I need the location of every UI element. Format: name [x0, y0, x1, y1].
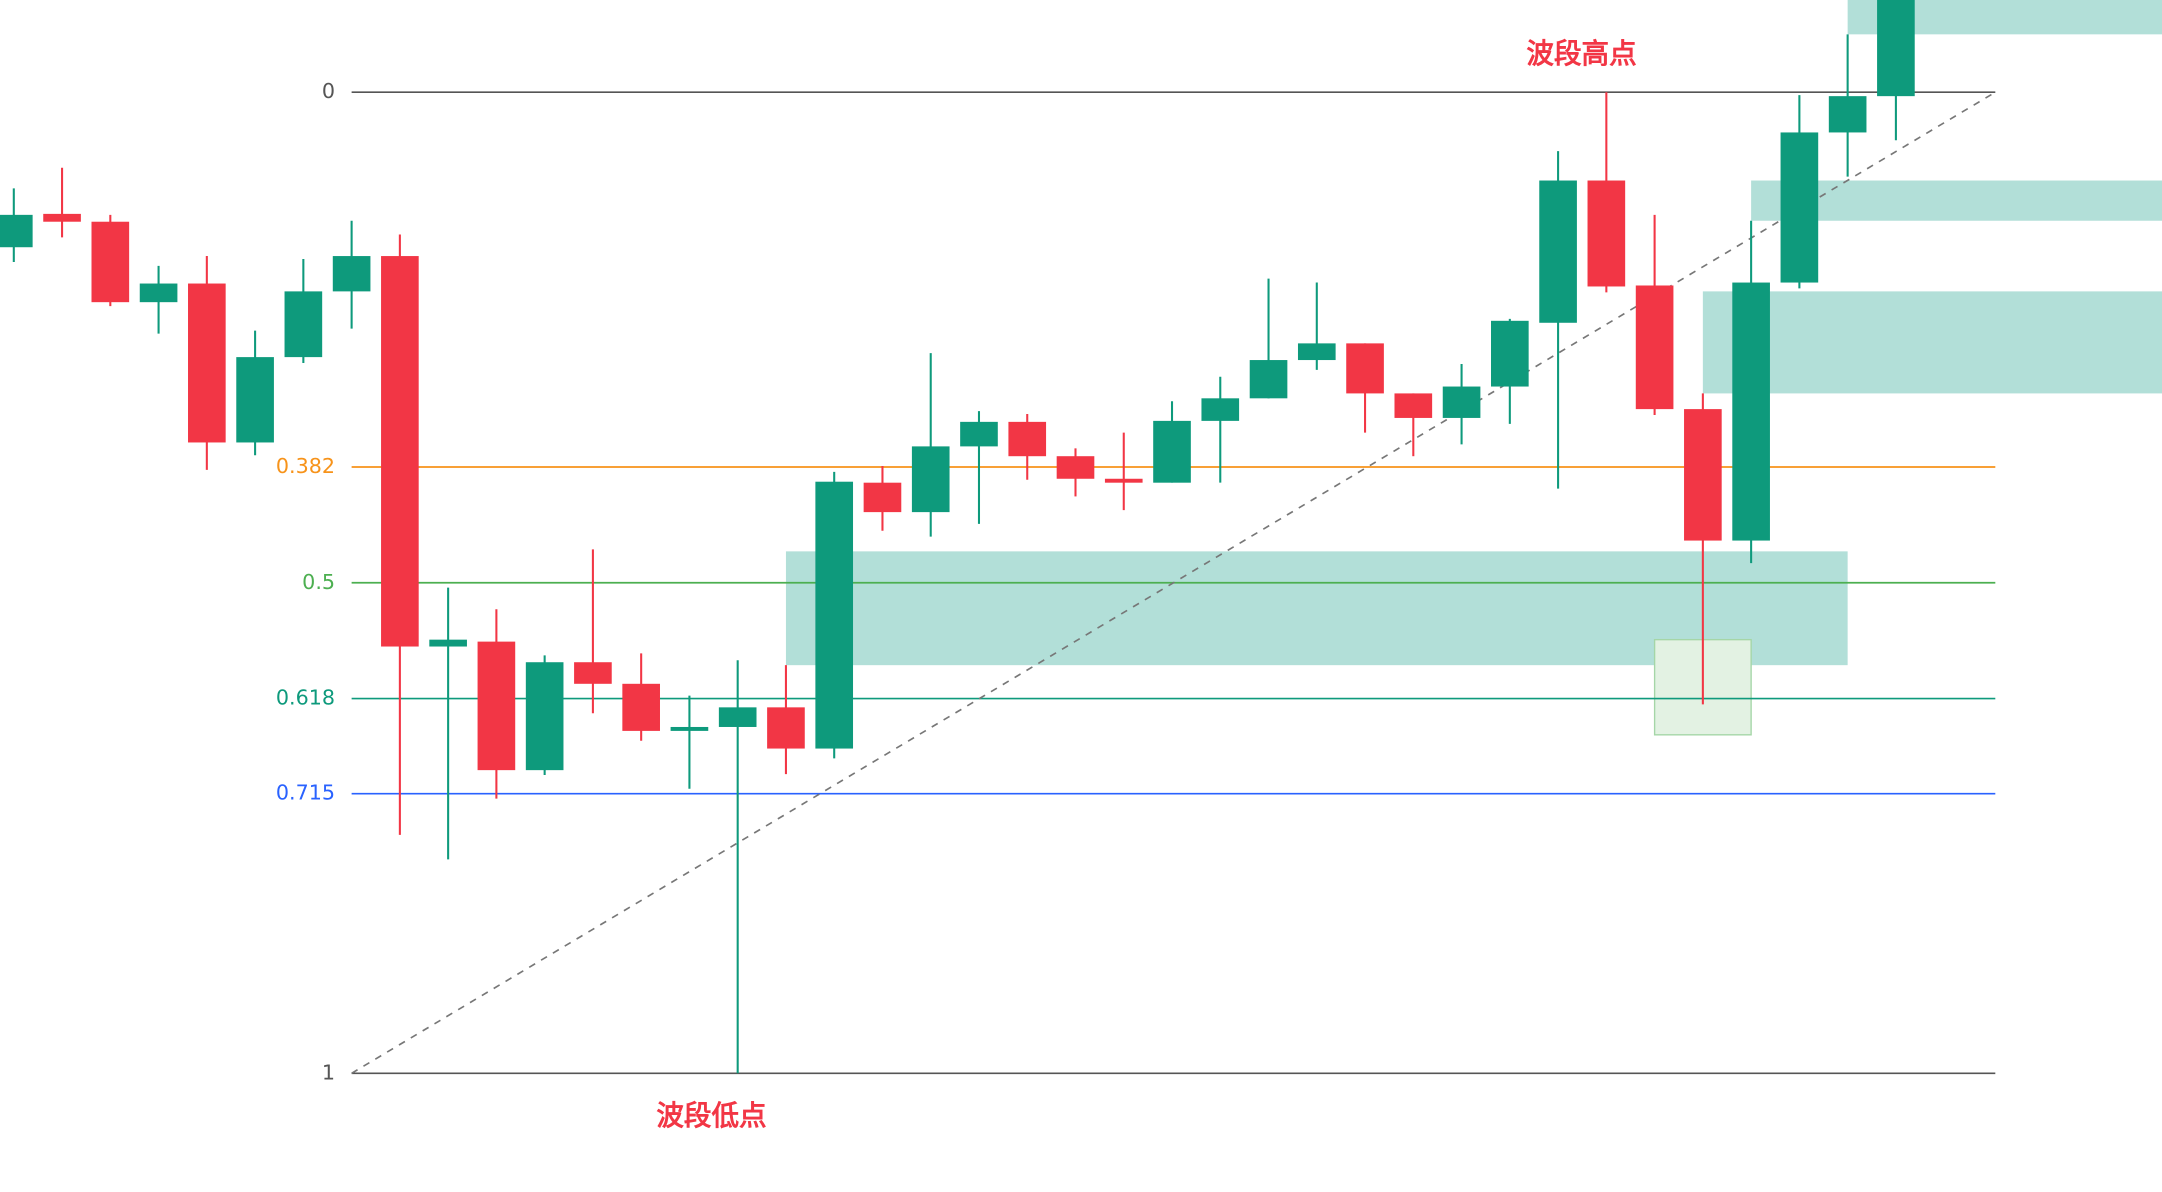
y-tick-label: 0.5: [302, 570, 335, 594]
trend-line: [351, 91, 1996, 1074]
candle-body: [960, 421, 998, 447]
candle-body: [815, 481, 854, 749]
candle-body: [1780, 132, 1819, 283]
candle-body: [1539, 180, 1577, 323]
candle-body: [0, 214, 33, 248]
candle-body: [188, 283, 226, 443]
candle-body: [1008, 421, 1047, 457]
candle-body: [670, 726, 709, 731]
swing-high-label: 波段高点: [1526, 37, 1636, 70]
y-tick-label: 0.618: [276, 686, 335, 710]
candles: [0, 0, 1915, 1074]
candle-body: [1442, 386, 1481, 418]
candle-body: [1056, 456, 1095, 479]
candle-body: [1201, 398, 1240, 421]
candle-body: [139, 283, 178, 303]
candle-body: [1346, 343, 1384, 394]
candle-body: [911, 446, 950, 513]
candle-body: [863, 482, 902, 513]
candle-body: [43, 213, 81, 222]
candle-body: [767, 707, 805, 749]
candle-body: [1104, 478, 1143, 483]
candle-body: [332, 256, 371, 292]
candle-body: [1587, 180, 1626, 287]
candle-body: [381, 256, 419, 647]
candle-body: [1297, 343, 1336, 361]
candle-body: [1491, 320, 1529, 387]
candle-body: [1635, 285, 1674, 410]
candle-body: [574, 662, 612, 684]
candle-body: [1828, 96, 1867, 133]
candle-body: [429, 639, 467, 647]
candle-body: [1732, 282, 1770, 541]
zones: [785, 0, 2162, 736]
candle-body: [1394, 393, 1433, 418]
y-tick-label: 0: [322, 79, 335, 103]
candle-body: [91, 221, 130, 303]
candle-body: [477, 641, 516, 771]
candle-body: [236, 357, 274, 443]
candle-body: [622, 683, 660, 731]
zone: [1751, 180, 2162, 221]
candle-body: [525, 662, 564, 771]
zone: [1702, 291, 2162, 394]
candle-body: [1249, 360, 1288, 399]
candle-body: [718, 707, 757, 727]
y-tick-label: 0.382: [276, 454, 335, 478]
y-tick-label: 0.715: [276, 781, 335, 805]
candle-body: [1877, 0, 1915, 97]
candle-body: [1684, 409, 1722, 541]
candle-body: [284, 291, 323, 358]
swing-low-label: 波段低点: [656, 1099, 766, 1132]
candle-body: [1153, 420, 1191, 483]
y-tick-label: 1: [322, 1060, 335, 1084]
